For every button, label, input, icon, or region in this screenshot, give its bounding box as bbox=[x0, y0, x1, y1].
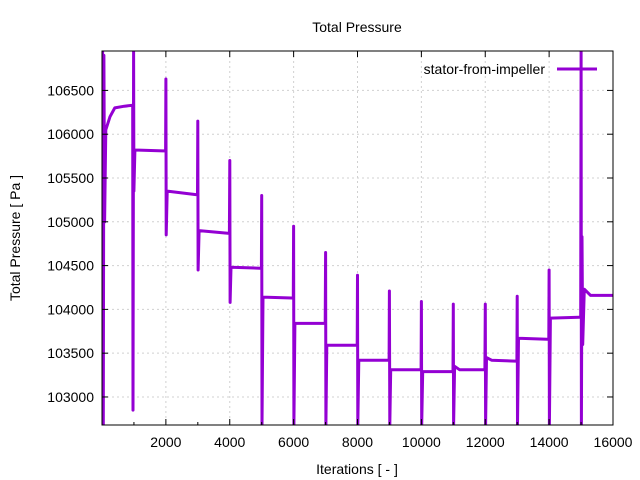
x-tick-label: 4000 bbox=[214, 434, 245, 450]
y-tick-label: 106000 bbox=[47, 126, 94, 142]
y-tick-label: 104000 bbox=[47, 301, 94, 317]
legend: stator-from-impeller bbox=[424, 61, 597, 77]
x-tick-label: 10000 bbox=[402, 434, 441, 450]
x-tick-label: 6000 bbox=[278, 434, 309, 450]
series-layer bbox=[102, 51, 613, 425]
x-axis-title: Iterations [ - ] bbox=[316, 461, 398, 477]
y-tick-label: 104500 bbox=[47, 258, 94, 274]
y-tick-label: 103000 bbox=[47, 389, 94, 405]
x-tick-label: 12000 bbox=[466, 434, 505, 450]
x-tick-label: 2000 bbox=[150, 434, 181, 450]
y-tick-label: 105500 bbox=[47, 170, 94, 186]
y-tick-label: 106500 bbox=[47, 82, 94, 98]
y-tick-label: 103500 bbox=[47, 345, 94, 361]
legend-label: stator-from-impeller bbox=[424, 61, 546, 77]
y-tick-label: 105000 bbox=[47, 214, 94, 230]
x-tick-label: 8000 bbox=[342, 434, 373, 450]
x-tick-label: 14000 bbox=[530, 434, 569, 450]
y-axis-title: Total Pressure [ Pa ] bbox=[7, 175, 23, 301]
x-tick-label: 16000 bbox=[594, 434, 633, 450]
series-line bbox=[102, 51, 613, 425]
ticks-layer: 2000 4000 6000 8000 10000 12000 14000 16000 1030… bbox=[47, 51, 633, 450]
chart-title: Total Pressure bbox=[312, 19, 402, 35]
